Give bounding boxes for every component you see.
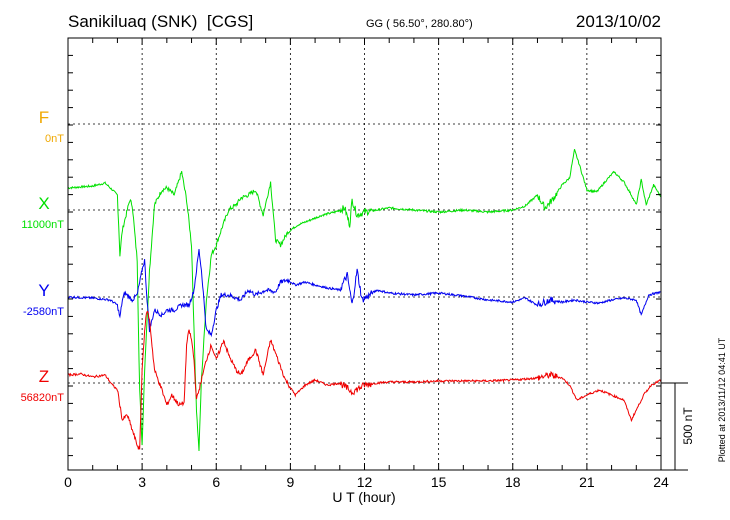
series-name-f: F (39, 108, 49, 127)
chart-subtitle: GG ( 56.50°, 280.80°) (366, 18, 473, 30)
plotted-note: Plotted at 2013/11/12 04:41 UT (717, 337, 727, 462)
x-tick-label: 9 (286, 474, 294, 490)
grid (68, 38, 661, 470)
x-tick-label: 21 (579, 474, 595, 490)
series-line-y (67, 248, 661, 338)
series-line-x (67, 149, 662, 452)
series-baseline-f: 0nT (45, 133, 64, 145)
x-tick-label: 0 (64, 474, 72, 490)
x-tick-label: 24 (653, 474, 669, 490)
series-name-z: Z (39, 367, 49, 386)
x-axis-ticks: 0 3 6 9 12 15 18 21 24 (64, 37, 669, 490)
x-tick-label: 12 (357, 474, 373, 490)
x-tick-label: 18 (505, 474, 521, 490)
chart-title: Sanikiluaq (SNK) [CGS] (68, 12, 253, 31)
x-tick-label: 6 (212, 474, 220, 490)
series-name-y: Y (38, 281, 49, 300)
series-baseline-z: 56820nT (21, 392, 65, 404)
series-baseline-y: -2580nT (23, 306, 64, 318)
scale-bar-label: 500 nT (681, 407, 695, 445)
x-tick-label: 3 (138, 474, 146, 490)
series-line-z (67, 310, 662, 450)
scale-bar: 500 nT (661, 382, 695, 471)
chart-date: 2013/10/02 (576, 12, 661, 31)
series-lines (67, 149, 662, 452)
x-tick-label: 15 (431, 474, 447, 490)
series-labels: F 0nT X 11000nT Y -2580nT Z 56820nT (21, 108, 65, 404)
x-axis-label: U T (hour) (332, 489, 395, 505)
series-name-x: X (38, 194, 49, 213)
series-baseline-x: 11000nT (21, 219, 64, 231)
